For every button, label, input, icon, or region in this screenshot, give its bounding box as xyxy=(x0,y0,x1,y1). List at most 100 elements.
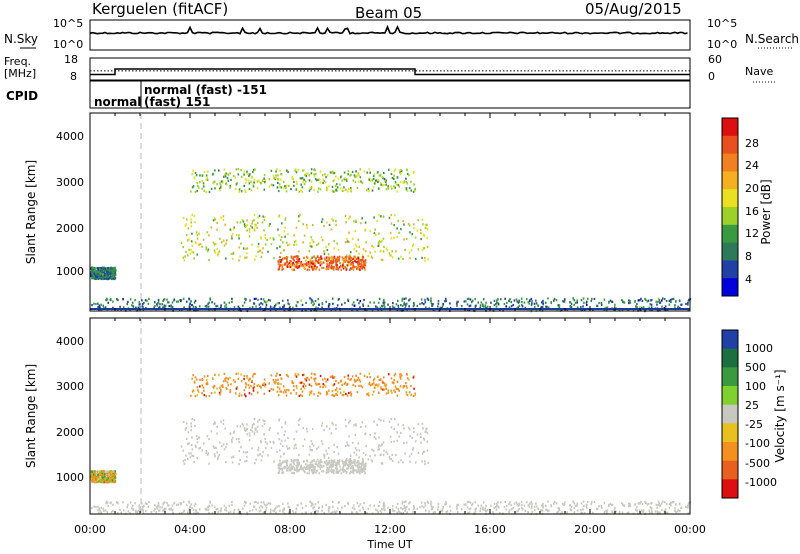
power-echo-cell xyxy=(378,297,381,301)
power-echo-cell xyxy=(231,257,234,260)
power-echo-cell xyxy=(336,260,338,263)
power-echo-cell xyxy=(274,305,276,308)
power-echo-cell xyxy=(290,256,293,259)
power-echo-cell xyxy=(264,234,266,237)
power-echo-cell xyxy=(359,306,361,309)
velocity-echo-cell xyxy=(180,445,183,448)
power-echo-cell xyxy=(232,251,235,254)
velocity-echo-cell xyxy=(326,392,329,395)
power-echo-cell xyxy=(222,215,225,218)
power-echo-cell xyxy=(321,174,324,177)
velocity-echo-cell xyxy=(277,463,280,467)
velocity-echo-cell xyxy=(400,507,402,510)
velocity-echo-cell xyxy=(495,502,498,505)
power-echo-cell xyxy=(379,173,382,176)
velocity-echo-cell xyxy=(267,454,269,457)
power-echo-cell xyxy=(279,245,281,248)
power-echo-cell xyxy=(166,298,168,301)
velocity-echo-cell xyxy=(305,465,308,468)
power-echo-cell xyxy=(598,301,600,305)
velocity-echo-cell xyxy=(157,501,160,505)
velocity-echo-cell xyxy=(339,391,342,394)
velocity-echo-cell xyxy=(312,466,314,469)
power-echo-cell xyxy=(312,304,314,307)
power-echo-cell xyxy=(138,301,141,304)
velocity-echo-cell xyxy=(287,505,290,508)
velocity-echo-cell xyxy=(126,506,129,509)
power-echo-cell xyxy=(347,263,350,266)
power-echo-cell xyxy=(369,179,372,183)
velocity-echo-cell xyxy=(94,470,96,473)
power-echo-cell xyxy=(304,180,307,183)
velocity-echo-cell xyxy=(336,390,339,393)
velocity-echo-cell xyxy=(219,393,221,396)
velocity-echo-cell xyxy=(533,505,536,508)
velocity-echo-cell xyxy=(572,500,574,503)
power-echo-cell xyxy=(194,220,196,224)
power-echo-cell xyxy=(563,300,566,303)
velocity-echo-cell xyxy=(664,511,667,514)
velocity-echo-cell xyxy=(315,463,318,466)
velocity-echo-cell xyxy=(422,506,425,509)
velocity-echo-cell xyxy=(320,458,322,462)
power-echo-cell xyxy=(261,221,264,224)
power-echo-cell xyxy=(201,180,204,183)
velocity-echo-cell xyxy=(562,503,565,506)
velocity-echo-cell xyxy=(333,394,336,397)
velocity-echo-cell xyxy=(276,505,279,508)
power-echo-cell xyxy=(413,302,415,305)
power-echo-cell xyxy=(333,265,335,269)
power-echo-cell xyxy=(244,181,247,185)
velocity-echo-cell xyxy=(310,512,312,515)
velocity-echo-cell xyxy=(353,459,355,462)
power-echo-cell xyxy=(197,308,199,312)
velocity-echo-cell xyxy=(140,502,143,505)
power-echo-cell xyxy=(364,228,367,231)
power-echo-cell xyxy=(637,299,640,302)
colorbar-swatch xyxy=(722,330,738,350)
power-echo-cell xyxy=(382,237,385,240)
velocity-echo-cell xyxy=(281,469,284,472)
velocity-echo-cell xyxy=(354,469,356,472)
velocity-echo-cell xyxy=(456,503,459,507)
velocity-echo-cell xyxy=(268,382,271,385)
power-echo-cell xyxy=(542,302,544,305)
power-echo-cell xyxy=(277,178,280,181)
velocity-echo-cell xyxy=(110,477,113,480)
velocity-echo-cell xyxy=(346,459,348,462)
velocity-echo-cell xyxy=(275,378,277,382)
power-echo-cell xyxy=(338,266,341,269)
power-echo-cell xyxy=(240,242,242,245)
power-echo-cell xyxy=(363,266,366,270)
velocity-echo-cell xyxy=(162,509,164,512)
velocity-echo-cell xyxy=(405,385,408,388)
velocity-echo-cell xyxy=(245,451,247,454)
velocity-echo-cell xyxy=(291,471,293,475)
velocity-echo-cell xyxy=(366,375,369,379)
velocity-echo-cell xyxy=(570,505,573,509)
velocity-echo-cell xyxy=(247,383,250,386)
power-echo-cell xyxy=(315,257,317,260)
velocity-echo-cell xyxy=(312,507,314,510)
velocity-echo-cell xyxy=(244,500,246,504)
power-echo-cell xyxy=(307,261,310,264)
velocity-echo-cell xyxy=(456,510,459,514)
power-echo-cell xyxy=(335,175,337,178)
velocity-echo-cell xyxy=(510,504,513,507)
velocity-echo-cell xyxy=(284,421,287,424)
power-echo-cell xyxy=(250,188,253,192)
power-echo-cell xyxy=(685,302,687,306)
power-echo-cell xyxy=(108,266,111,270)
power-echo-cell xyxy=(302,181,305,184)
velocity-echo-cell xyxy=(99,509,101,512)
velocity-echo-cell xyxy=(663,501,666,504)
velocity-echo-cell xyxy=(380,444,382,447)
velocity-echo-cell xyxy=(378,436,380,439)
velocity-echo-cell xyxy=(373,504,375,507)
nave-tick-top: 60 xyxy=(708,53,722,66)
velocity-echo-cell xyxy=(91,478,93,481)
power-echo-cell xyxy=(576,301,579,304)
velocity-echo-cell xyxy=(540,509,543,512)
velocity-echo-cell xyxy=(331,390,334,393)
velocity-echo-cell xyxy=(332,460,335,463)
